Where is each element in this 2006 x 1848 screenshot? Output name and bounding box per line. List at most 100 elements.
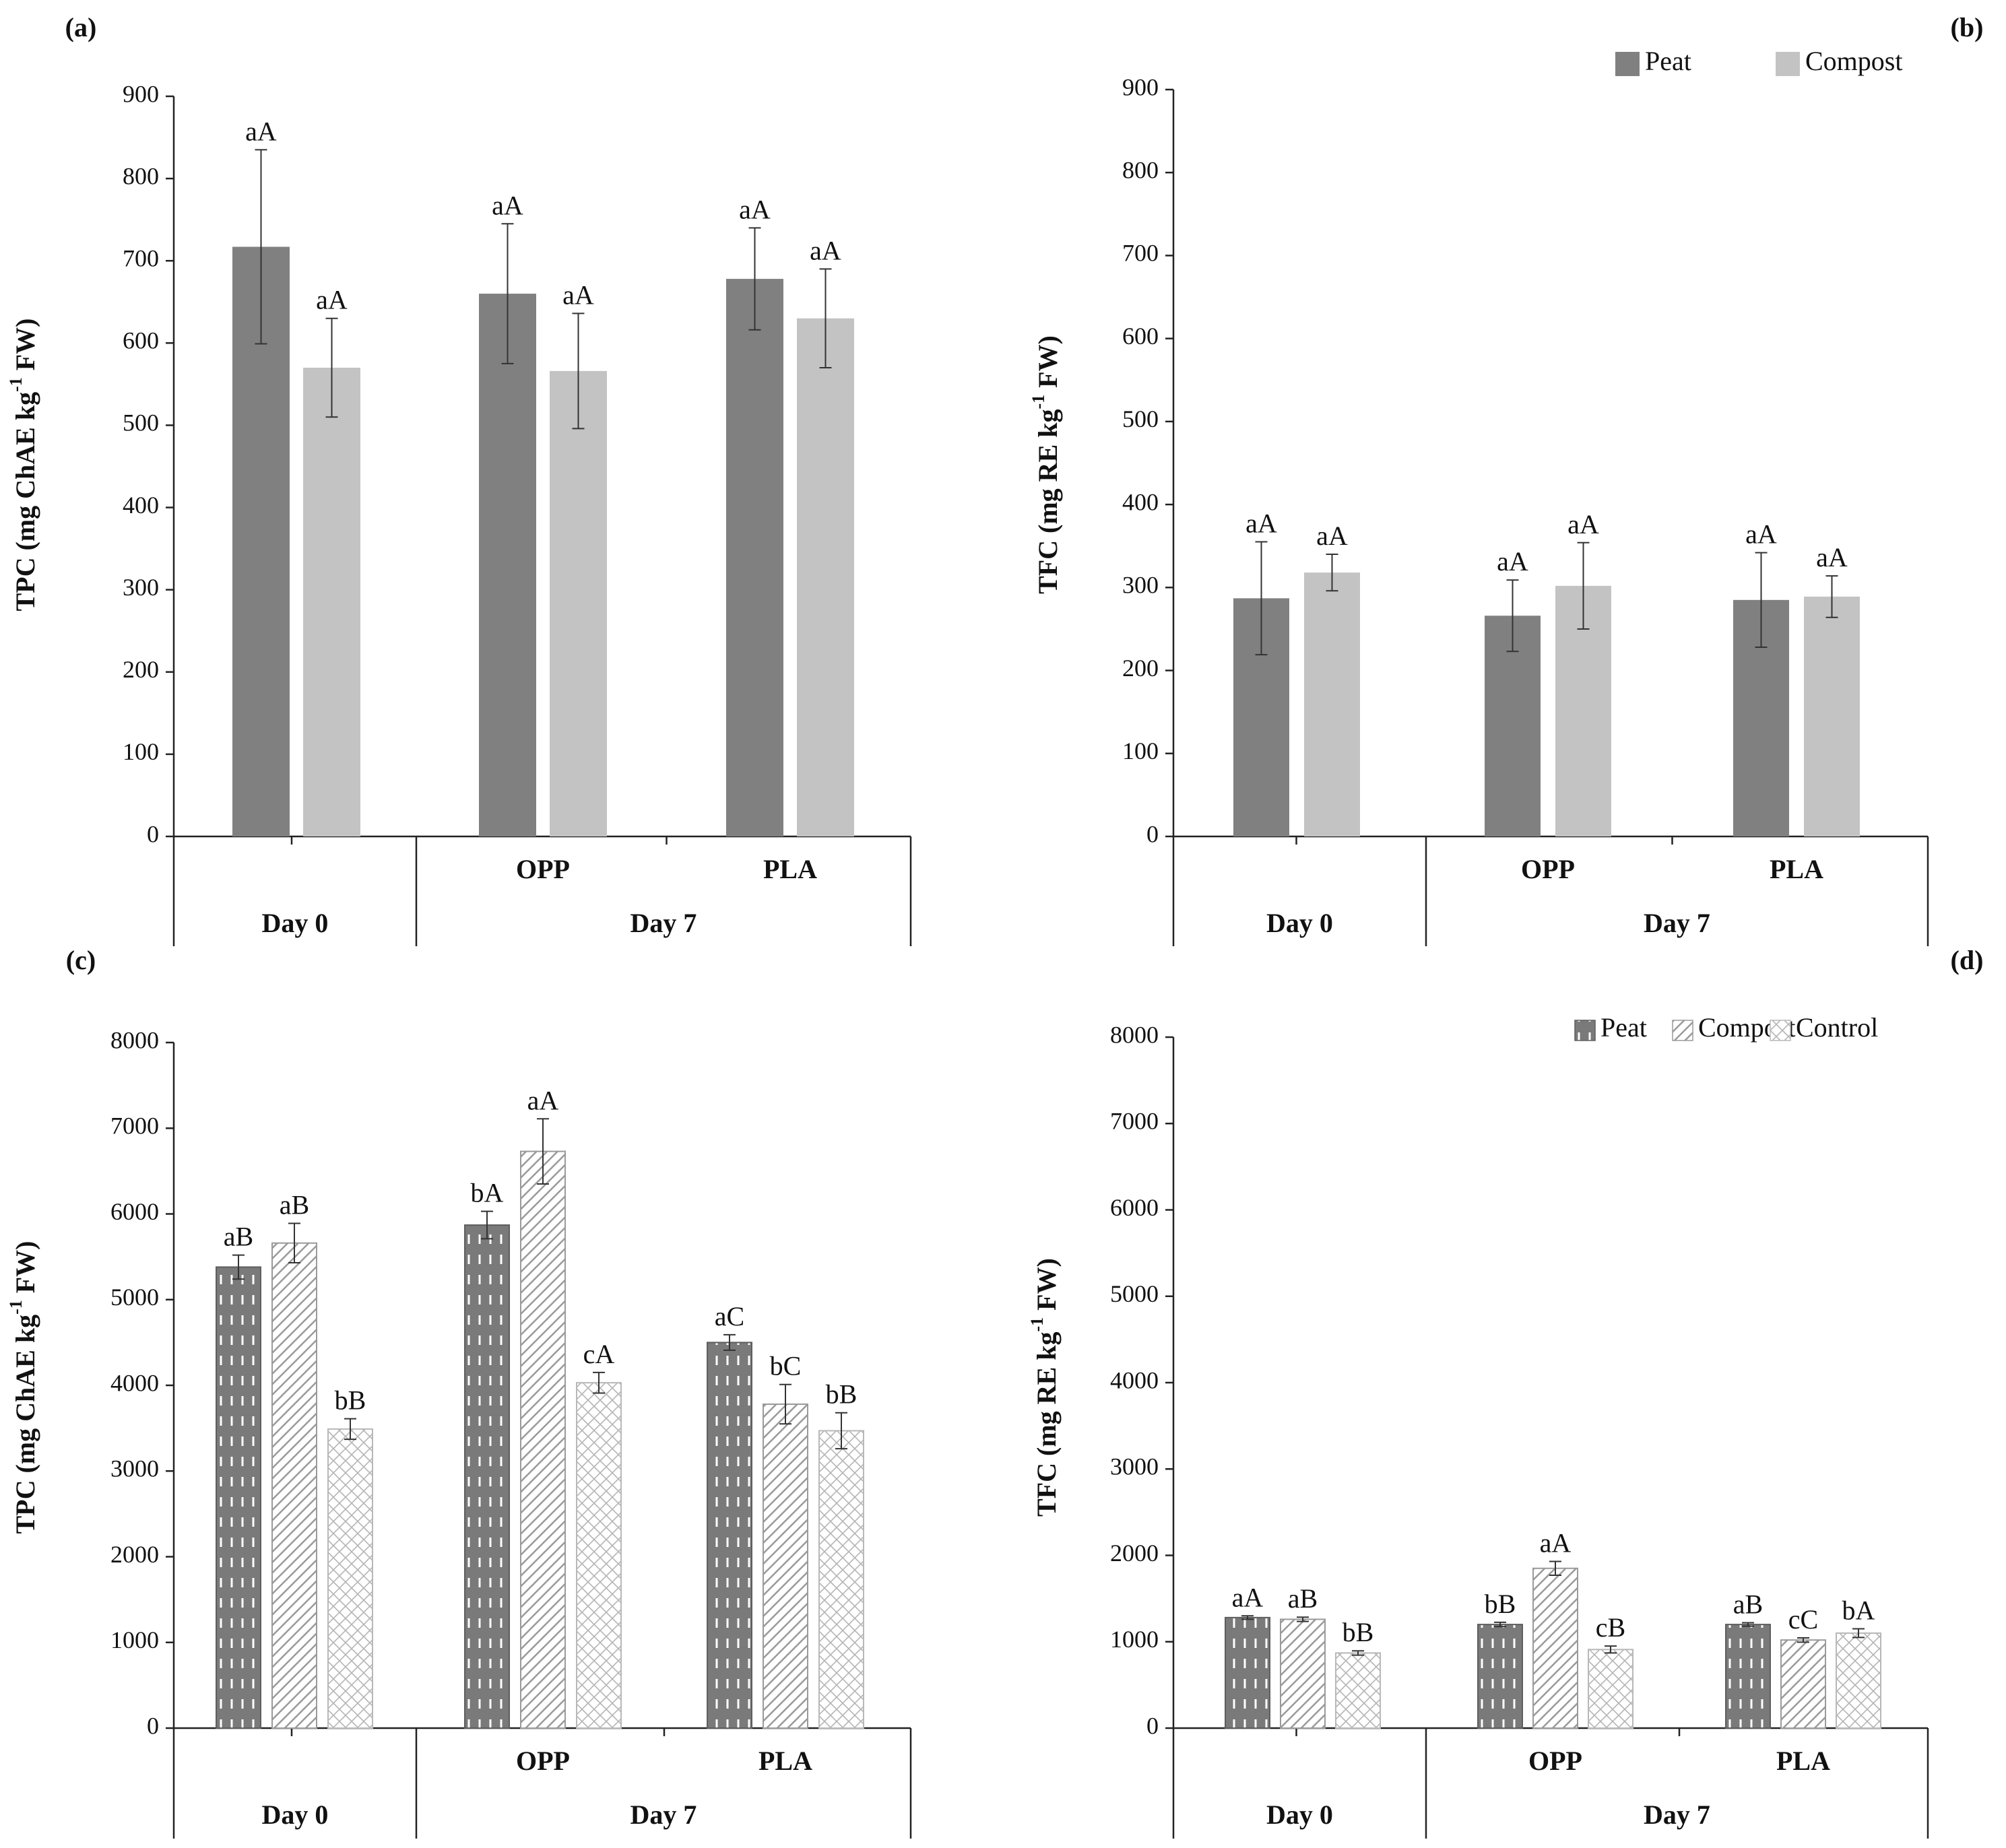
- x-category-label: PLA: [763, 854, 817, 884]
- significance-label: cC: [1788, 1604, 1818, 1635]
- x-group-label: Day 7: [630, 908, 697, 938]
- y-tick-label: 900: [123, 80, 159, 107]
- bar-peat: [726, 279, 783, 836]
- x-group-label: Day 0: [1266, 1800, 1333, 1830]
- x-category-label: OPP: [516, 854, 570, 884]
- bar-compost: [303, 367, 360, 836]
- y-axis-label-superscript: -1: [1027, 1317, 1047, 1332]
- y-tick-label: 900: [1122, 73, 1159, 100]
- y-tick-label: 7000: [1110, 1108, 1159, 1135]
- y-tick-label: 2000: [1110, 1540, 1159, 1566]
- y-tick-label: 1000: [110, 1626, 159, 1653]
- significance-label: aB: [1733, 1589, 1763, 1620]
- legend-swatch-control: [1770, 1020, 1791, 1041]
- legend-label: Peat: [1645, 46, 1691, 76]
- y-axis-label-superscript: -1: [6, 377, 26, 392]
- y-tick-label: 6000: [110, 1198, 159, 1225]
- y-axis-label: TPC (mg ChAE kg-1 FW): [6, 318, 40, 611]
- bar-compost: [797, 318, 854, 836]
- bar-compost: [550, 370, 607, 836]
- significance-label: aA: [1540, 1527, 1572, 1558]
- legend-label: Control: [1796, 1012, 1878, 1043]
- bar-control: [1335, 1652, 1381, 1729]
- y-tick-label: 400: [1122, 488, 1159, 515]
- significance-label: aA: [492, 190, 523, 220]
- significance-label: aA: [1245, 508, 1277, 539]
- y-tick-label: 600: [1122, 323, 1159, 350]
- y-tick-label: 0: [147, 820, 159, 847]
- y-tick-label: 6000: [1110, 1194, 1159, 1221]
- x-category-label: PLA: [1776, 1746, 1830, 1776]
- significance-label: aA: [1567, 509, 1599, 539]
- y-axis-label-tail: FW): [1031, 1258, 1062, 1317]
- y-axis-label-tail: FW): [10, 318, 40, 377]
- y-tick-label: 3000: [1110, 1453, 1159, 1480]
- x-category-label: OPP: [1521, 854, 1575, 884]
- panel-label: (b): [1951, 12, 1984, 42]
- chart-panel-c: (c) TPC (mg ChAE kg-1 FW) 0 1000 2000 3000 400…: [6, 945, 912, 1839]
- significance-label: bB: [826, 1379, 858, 1410]
- bar-compost: [520, 1150, 566, 1729]
- y-tick-label: 4000: [110, 1369, 159, 1396]
- y-axis-label-main: TFC (mg RE kg: [1033, 409, 1063, 593]
- x-group-label: Day 7: [630, 1800, 697, 1830]
- panel-label: (a): [65, 12, 97, 42]
- y-tick-label: 0: [1146, 820, 1159, 847]
- y-tick-label: 100: [1122, 737, 1159, 764]
- y-tick-label: 500: [1122, 405, 1159, 432]
- y-tick-label: 4000: [1110, 1366, 1159, 1393]
- bar-control: [1836, 1632, 1881, 1729]
- significance-label: aA: [1232, 1582, 1264, 1612]
- significance-label: aA: [1816, 542, 1848, 572]
- significance-label: bB: [335, 1385, 366, 1416]
- bar-control: [818, 1430, 864, 1729]
- y-tick-label: 700: [123, 244, 159, 271]
- chart-panel-d: (d) TFC (mg RE kg-1 FW) 0 1000 2000 3000 4000 5…: [1027, 945, 1983, 1839]
- significance-label: aA: [316, 285, 348, 315]
- legend-swatch-compost: [1776, 52, 1800, 76]
- x-category-label: OPP: [516, 1746, 570, 1776]
- y-tick-label: 500: [123, 409, 159, 436]
- x-group-label: Day 0: [262, 908, 329, 938]
- y-tick-label: 400: [123, 492, 159, 519]
- x-group-label: Day 7: [1644, 908, 1710, 938]
- y-tick-label: 8000: [110, 1026, 159, 1053]
- bar-control: [327, 1428, 373, 1729]
- y-tick-label: 0: [1146, 1712, 1159, 1739]
- significance-label: aA: [527, 1085, 559, 1115]
- y-tick-label: 700: [1122, 240, 1159, 267]
- significance-label: aC: [715, 1301, 744, 1331]
- significance-label: cB: [1596, 1612, 1625, 1643]
- y-axis-label: TFC (mg RE kg-1 FW): [1029, 335, 1063, 594]
- legend-swatch-peat: [1574, 1020, 1596, 1041]
- y-tick-label: 0: [147, 1712, 159, 1739]
- y-tick-label: 300: [123, 574, 159, 601]
- y-tick-label: 5000: [1110, 1280, 1159, 1307]
- bar-peat: [1225, 1616, 1270, 1729]
- y-axis-label-superscript: -1: [1029, 395, 1048, 409]
- y-tick-label: 200: [123, 656, 159, 683]
- y-tick-label: 1000: [1110, 1626, 1159, 1653]
- legend-swatch-peat: [1615, 52, 1640, 76]
- y-tick-label: 3000: [110, 1455, 159, 1482]
- bar-control: [1588, 1649, 1633, 1729]
- x-group-label: Day 0: [262, 1800, 329, 1830]
- legend-swatch-compost: [1672, 1020, 1693, 1041]
- y-tick-label: 100: [123, 738, 159, 765]
- significance-label: aA: [1316, 521, 1348, 551]
- significance-label: aA: [1497, 546, 1528, 576]
- significance-label: aB: [1288, 1583, 1318, 1614]
- bar-peat: [232, 246, 290, 836]
- y-tick-label: 5000: [110, 1284, 159, 1311]
- y-axis-label-main: TFC (mg RE kg: [1031, 1331, 1062, 1516]
- y-axis-label: TFC (mg RE kg-1 FW): [1027, 1258, 1062, 1517]
- significance-label: aA: [245, 116, 277, 146]
- x-category-label: OPP: [1528, 1746, 1582, 1776]
- y-tick-label: 200: [1122, 655, 1159, 682]
- y-axis-label-superscript: -1: [6, 1300, 26, 1315]
- y-tick-label: 8000: [1110, 1021, 1159, 1048]
- significance-label: aA: [562, 279, 594, 310]
- bar-compost: [763, 1403, 808, 1729]
- panel-label: (c): [66, 945, 96, 975]
